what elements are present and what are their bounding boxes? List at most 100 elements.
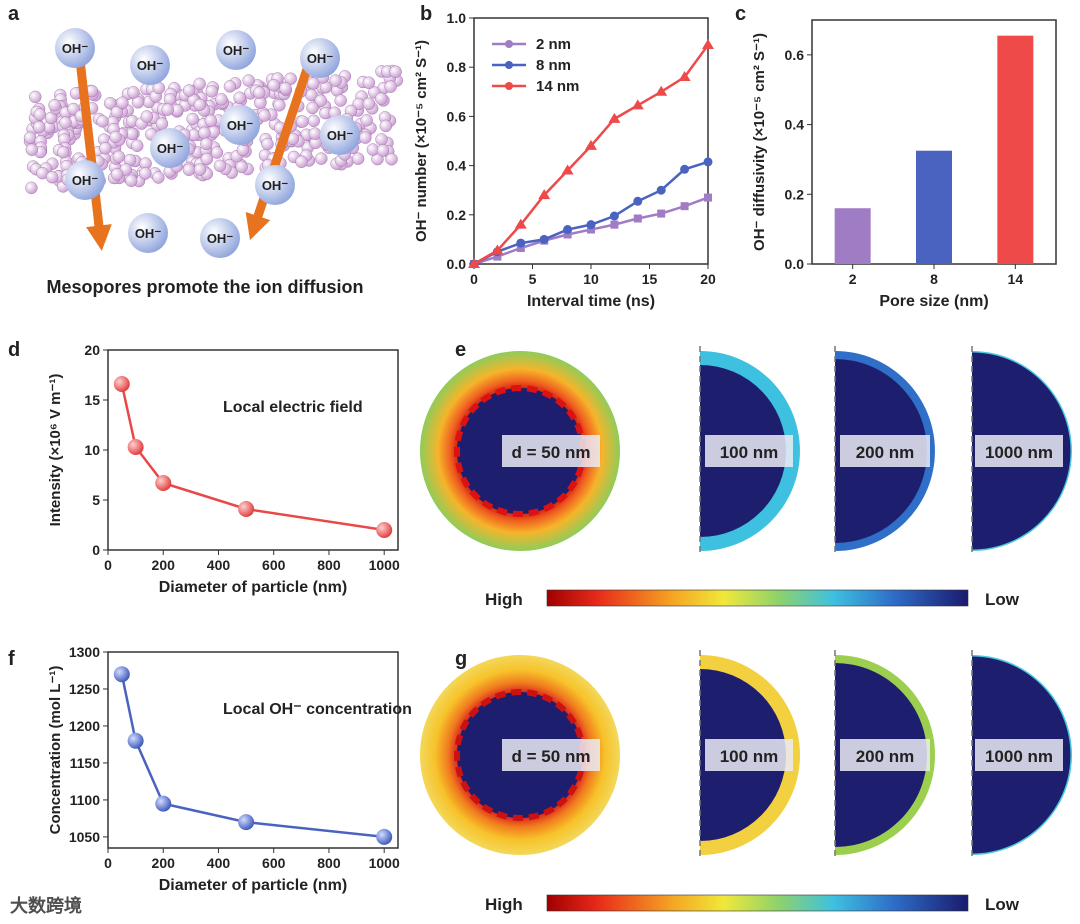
mesoporous-particle <box>384 80 397 93</box>
size-label: 1000 nm <box>985 747 1053 766</box>
data-point <box>127 439 144 455</box>
panel-label-b: b <box>420 3 432 25</box>
y-tick-label: 10 <box>84 442 100 458</box>
data-point <box>127 732 144 749</box>
mesoporous-particle <box>375 133 388 146</box>
ion-label: OH⁻ <box>62 41 89 56</box>
mesoporous-particle <box>307 114 320 127</box>
data-point <box>585 139 597 150</box>
y-tick-label: 0.0 <box>447 256 467 272</box>
ion-label: OH⁻ <box>227 118 254 133</box>
legend-label: 14 nm <box>536 78 579 95</box>
x-tick-label: 5 <box>529 271 537 287</box>
mesoporous-particle <box>127 86 140 99</box>
hydroxide-ion <box>300 38 340 78</box>
bar-2nm <box>834 208 871 264</box>
ion-label: OH⁻ <box>262 178 289 193</box>
legend-marker <box>505 82 513 90</box>
size-label-box <box>975 435 1063 467</box>
data-point <box>655 85 668 96</box>
mesoporous-particle <box>32 120 46 134</box>
x-tick-label: 200 <box>152 855 176 871</box>
mesoporous-particle <box>351 152 365 165</box>
x-tick-label: 14 <box>1008 271 1024 287</box>
hydroxide-ion <box>130 45 170 85</box>
data-point <box>238 814 255 831</box>
chart-f: 1050 1100 1150 1200 1250 1300 Concentration (m… <box>47 644 412 894</box>
y-axis-label: Concentration (mol L⁻¹) <box>47 666 64 835</box>
data-point <box>563 230 572 239</box>
mesoporous-particle <box>213 159 227 172</box>
bar-8nm <box>916 150 952 264</box>
mesoporous-particle <box>200 137 213 151</box>
hydroxide-ion <box>150 128 190 168</box>
x-tick-label: 1000 <box>369 557 400 573</box>
hydroxide-ion <box>220 105 260 145</box>
data-point <box>609 211 619 221</box>
ion-label: OH⁻ <box>137 58 164 73</box>
y-tick-label: 0.6 <box>447 108 467 124</box>
x-axis-label: Pore size (nm) <box>879 293 988 310</box>
mesoporous-particle <box>314 94 327 107</box>
size-label-box <box>705 739 793 771</box>
mesoporous-particle <box>140 110 154 123</box>
legend-marker <box>505 40 513 48</box>
data-point <box>468 258 480 268</box>
panel-a-schematic: OH⁻ OH⁻ OH⁻ OH⁻ OH⁻ OH⁻ OH⁻ OH⁻ OH⁻ OH⁻ OH⁻ Mesopor… <box>23 28 403 297</box>
mesoporous-particle <box>59 116 72 129</box>
x-tick-label: 1000 <box>369 855 400 871</box>
mesoporous-particle <box>182 163 196 176</box>
mesoporous-particle <box>112 150 126 163</box>
y-axis-label: OH⁻ number (×10⁻⁵ cm² S⁻¹) <box>413 40 430 242</box>
mesoporous-particle <box>25 143 39 156</box>
mesoporous-particle <box>205 85 218 98</box>
chart-annotation: Local OH⁻ concentration <box>223 701 412 718</box>
colorbar <box>546 894 969 912</box>
size-label-box <box>502 435 600 467</box>
panel-label-g: g <box>455 648 467 670</box>
mesoporous-particle <box>258 109 271 122</box>
mesoporous-particle <box>29 90 42 104</box>
mesoporous-particle <box>198 126 211 140</box>
mesoporous-particle <box>284 72 297 85</box>
y-tick-label: 5 <box>92 492 100 508</box>
mesoporous-particle <box>25 181 38 195</box>
hydroxide-ion <box>128 213 168 253</box>
colorbar-low-label: Low <box>985 590 1020 609</box>
mesoporous-particle <box>360 114 373 127</box>
y-tick-label: 20 <box>84 342 100 358</box>
colorbar-high-label: High <box>485 895 523 914</box>
x-axis-label: Diameter of particle (nm) <box>159 877 347 894</box>
mesoporous-particle <box>33 108 46 121</box>
mesoporous-particle <box>223 80 237 93</box>
data-point <box>702 39 714 50</box>
x-tick-label: 800 <box>317 855 341 871</box>
x-tick-label: 20 <box>700 271 716 287</box>
mesoporous-particle <box>308 127 322 140</box>
x-tick-label: 8 <box>930 271 938 287</box>
mesoporous-particle <box>267 79 280 92</box>
y-tick-label: 1150 <box>70 755 101 771</box>
chart-b: 0.0 0.2 0.4 0.6 0.8 1.0 OH⁻ number (×10⁻⁵ cm² … <box>413 10 716 310</box>
y-tick-label: 15 <box>84 392 100 408</box>
data-point <box>587 225 595 234</box>
mesoporous-particle <box>362 97 376 110</box>
colorbar-low-label: Low <box>985 895 1020 914</box>
mesoporous-particle <box>233 91 246 104</box>
y-tick-label: 0 <box>92 542 100 558</box>
mesoporous-particle <box>375 92 388 105</box>
chart-annotation: Local electric field <box>223 399 363 416</box>
colorbar <box>546 589 969 607</box>
mesoporous-particle <box>99 141 112 155</box>
y-tick-label: 0.2 <box>447 207 467 223</box>
series-line-Local-OH-concentration <box>120 673 385 839</box>
hydroxide-ion <box>320 115 360 155</box>
hydroxide-ion <box>255 165 295 205</box>
panel-label-a: a <box>8 3 20 25</box>
hydroxide-ion <box>65 160 105 200</box>
size-label-box <box>840 739 930 771</box>
chart-d: 0 5 10 15 20 Intensity (×10⁶ V m⁻¹) Diameter o… <box>47 342 400 596</box>
data-point <box>656 185 666 195</box>
